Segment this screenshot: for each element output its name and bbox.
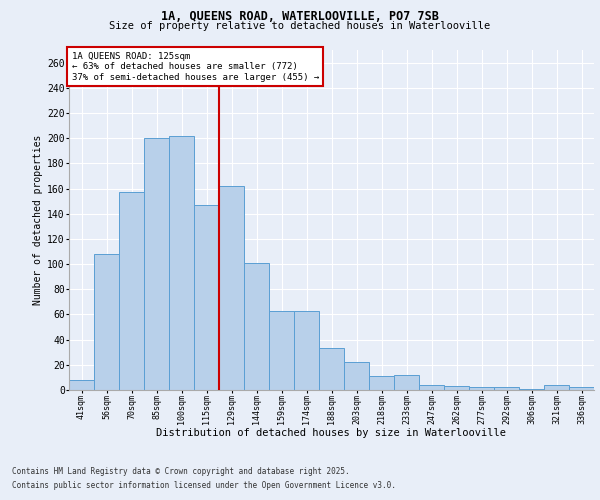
- Bar: [469, 388, 494, 390]
- Bar: [169, 136, 194, 390]
- Bar: [319, 348, 344, 390]
- Bar: [369, 376, 394, 390]
- Text: Contains HM Land Registry data © Crown copyright and database right 2025.: Contains HM Land Registry data © Crown c…: [12, 467, 350, 476]
- Text: 1A, QUEENS ROAD, WATERLOOVILLE, PO7 7SB: 1A, QUEENS ROAD, WATERLOOVILLE, PO7 7SB: [161, 10, 439, 23]
- Bar: [519, 388, 544, 390]
- Bar: [569, 388, 594, 390]
- Bar: [69, 380, 94, 390]
- Bar: [544, 385, 569, 390]
- Bar: [419, 385, 444, 390]
- X-axis label: Distribution of detached houses by size in Waterlooville: Distribution of detached houses by size …: [157, 428, 506, 438]
- Bar: [194, 205, 219, 390]
- Bar: [269, 310, 294, 390]
- Bar: [119, 192, 144, 390]
- Bar: [444, 386, 469, 390]
- Bar: [144, 138, 169, 390]
- Bar: [94, 254, 119, 390]
- Bar: [494, 388, 519, 390]
- Y-axis label: Number of detached properties: Number of detached properties: [33, 135, 43, 305]
- Text: Size of property relative to detached houses in Waterlooville: Size of property relative to detached ho…: [109, 21, 491, 31]
- Bar: [394, 375, 419, 390]
- Text: Contains public sector information licensed under the Open Government Licence v3: Contains public sector information licen…: [12, 481, 396, 490]
- Bar: [294, 310, 319, 390]
- Bar: [219, 186, 244, 390]
- Bar: [244, 263, 269, 390]
- Text: 1A QUEENS ROAD: 125sqm
← 63% of detached houses are smaller (772)
37% of semi-de: 1A QUEENS ROAD: 125sqm ← 63% of detached…: [71, 52, 319, 82]
- Bar: [344, 362, 369, 390]
